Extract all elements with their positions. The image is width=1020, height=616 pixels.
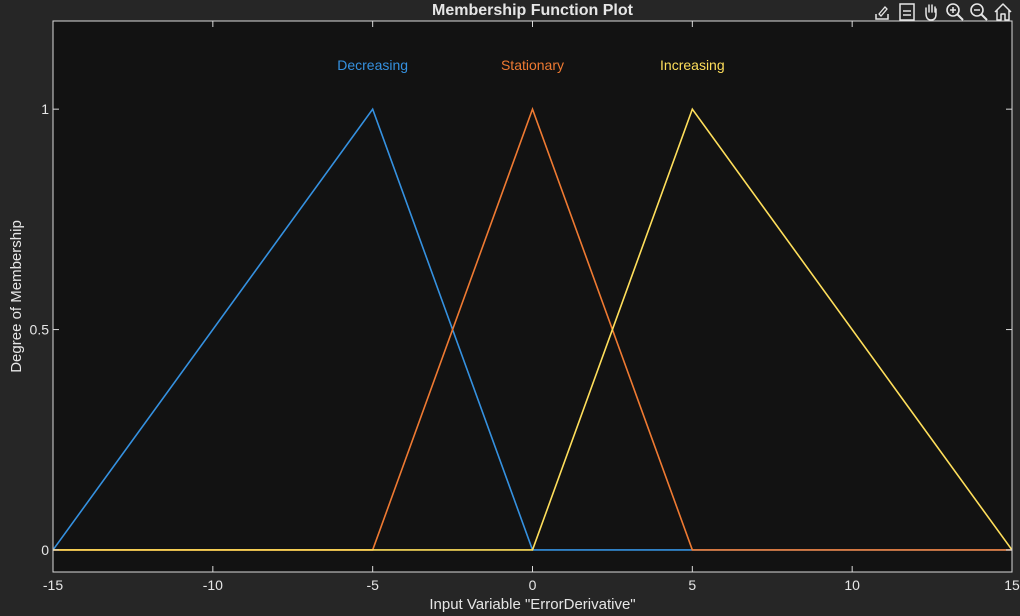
plot-frame [52, 20, 1013, 573]
x-tick-label: -10 [203, 577, 223, 593]
x-tick-label: 0 [529, 577, 537, 593]
home-icon [994, 3, 1012, 21]
home-button[interactable] [992, 1, 1014, 23]
y-tick-label: 0.5 [30, 322, 50, 338]
x-tick-label: 15 [1004, 577, 1020, 593]
x-tick-label: 5 [688, 577, 696, 593]
chart-title: Membership Function Plot [432, 2, 634, 19]
plot-area [53, 21, 1012, 572]
y-tick-label: 0 [41, 542, 49, 558]
x-tick-label: -5 [366, 577, 379, 593]
y-tick-label: 1 [41, 101, 49, 117]
zoom-out-button[interactable] [968, 1, 990, 23]
pan-button[interactable] [920, 1, 942, 23]
export-button[interactable] [872, 1, 894, 23]
pan-icon [925, 4, 937, 21]
series-label-stationary: Stationary [501, 57, 564, 73]
zoom-in-button[interactable] [944, 1, 966, 23]
x-tick-label: 10 [844, 577, 860, 593]
y-axis-label: Degree of Membership [8, 220, 25, 373]
legend-button[interactable] [896, 1, 918, 23]
x-tick-label: -15 [43, 577, 63, 593]
legend-icon [899, 3, 915, 21]
series-line-increasing [53, 107, 1013, 551]
zoom-out-icon [970, 3, 988, 21]
series-label-increasing: Increasing [660, 57, 725, 73]
axes-toolbar [872, 1, 1014, 23]
series-label-decreasing: Decreasing [337, 57, 408, 73]
x-axis-label: Input Variable "ErrorDerivative" [429, 596, 635, 613]
export-icon [875, 6, 889, 20]
zoom-in-icon [946, 3, 964, 21]
